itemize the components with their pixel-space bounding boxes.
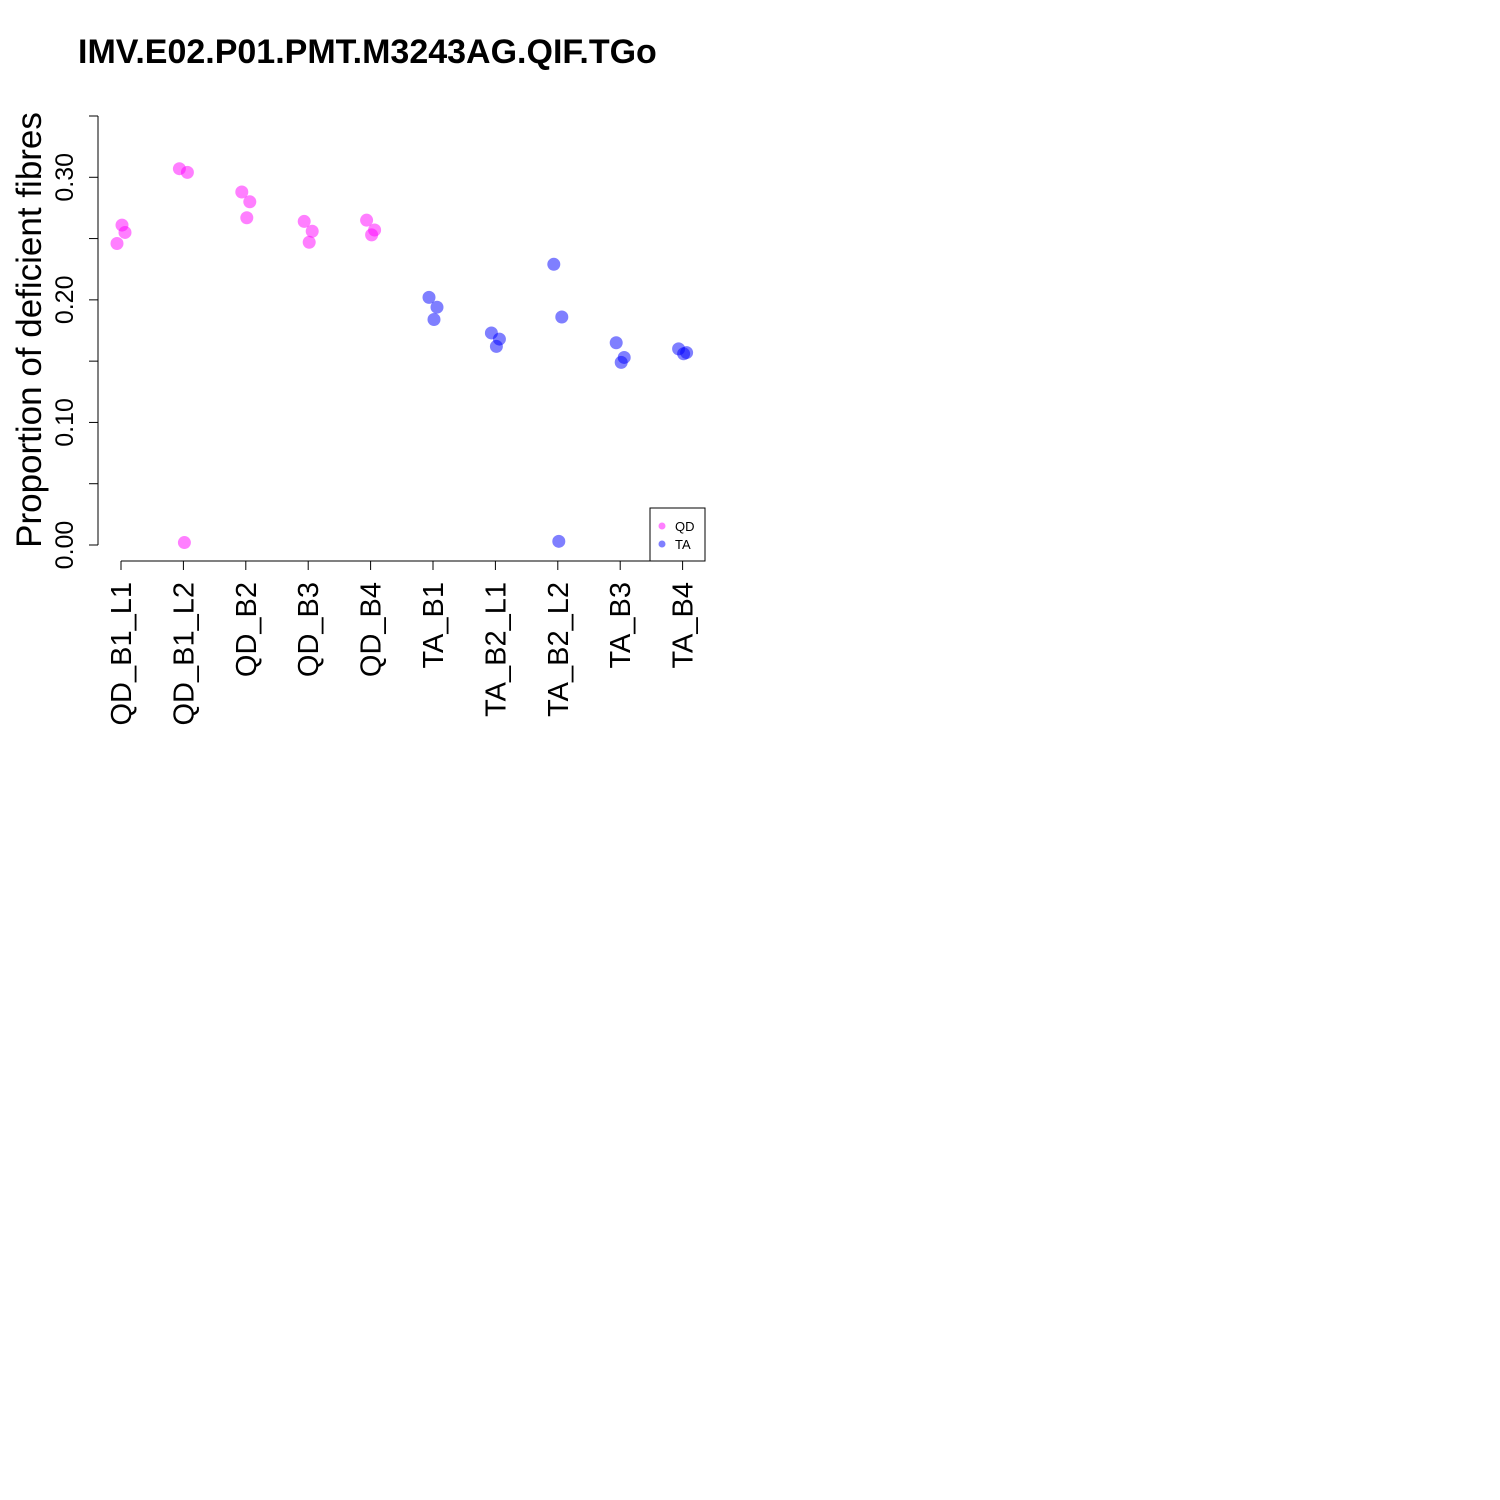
x-tick-label: TA_B4	[668, 582, 700, 669]
data-point-qd	[180, 165, 194, 179]
x-tick-label: QD_B4	[356, 582, 388, 677]
data-point-qd	[110, 236, 124, 250]
data-point-qd	[240, 211, 254, 225]
legend-label-qd: QD	[675, 519, 695, 534]
data-point-ta	[430, 300, 444, 314]
data-point-ta	[552, 534, 566, 548]
x-tick-label: TA_B1	[418, 582, 450, 669]
chart-title: IMV.E02.P01.PMT.M3243AG.QIF.TGo	[78, 33, 657, 71]
data-point-ta	[547, 257, 561, 271]
legend-marker-ta	[658, 540, 666, 548]
x-tick-label: TA_B2_L1	[480, 582, 512, 717]
y-axis-label: Proportion of deficient fibres	[10, 112, 49, 548]
data-point-qd	[297, 214, 311, 228]
legend-label-ta: TA	[675, 537, 691, 552]
x-tick-label: QD_B2	[231, 582, 263, 677]
data-point-qd	[365, 228, 379, 242]
data-point-qd	[177, 536, 191, 550]
x-tick-label: TA_B2_L2	[543, 582, 575, 717]
legend: QD TA	[649, 507, 706, 562]
y-tick-label: 0.00	[51, 521, 79, 570]
data-point-qd	[235, 185, 249, 199]
data-point-qd	[305, 224, 319, 238]
data-point-ta	[555, 310, 569, 324]
x-tick-label: QD_B1_L1	[106, 582, 138, 726]
x-axis: QD_B1_L1 QD_B1_L2 QD_B2 QD_B3 QD_B4 TA_B1 TA_B…	[106, 560, 700, 726]
x-tick-label: QD_B3	[293, 582, 325, 677]
legend-marker-qd	[658, 522, 666, 530]
data-point-qd	[243, 195, 257, 209]
data-point-ta	[489, 339, 503, 353]
data-point-ta	[422, 290, 436, 304]
x-tick-label: QD_B1_L2	[168, 582, 200, 726]
y-tick-label: 0.10	[51, 398, 79, 447]
data-point-ta	[609, 336, 623, 350]
y-axis: 0.00 0.10 0.20 0.30	[51, 115, 99, 570]
legend-box	[649, 507, 706, 562]
data-point-qd	[302, 235, 316, 249]
y-tick-label: 0.20	[51, 276, 79, 325]
data-points	[110, 162, 694, 550]
data-point-qd	[360, 213, 374, 227]
data-point-qd	[115, 218, 129, 232]
data-point-ta	[677, 347, 691, 361]
y-tick-label: 0.30	[51, 153, 79, 202]
x-tick-label: TA_B3	[605, 582, 637, 669]
data-point-ta	[614, 355, 628, 369]
data-point-ta	[427, 312, 441, 326]
